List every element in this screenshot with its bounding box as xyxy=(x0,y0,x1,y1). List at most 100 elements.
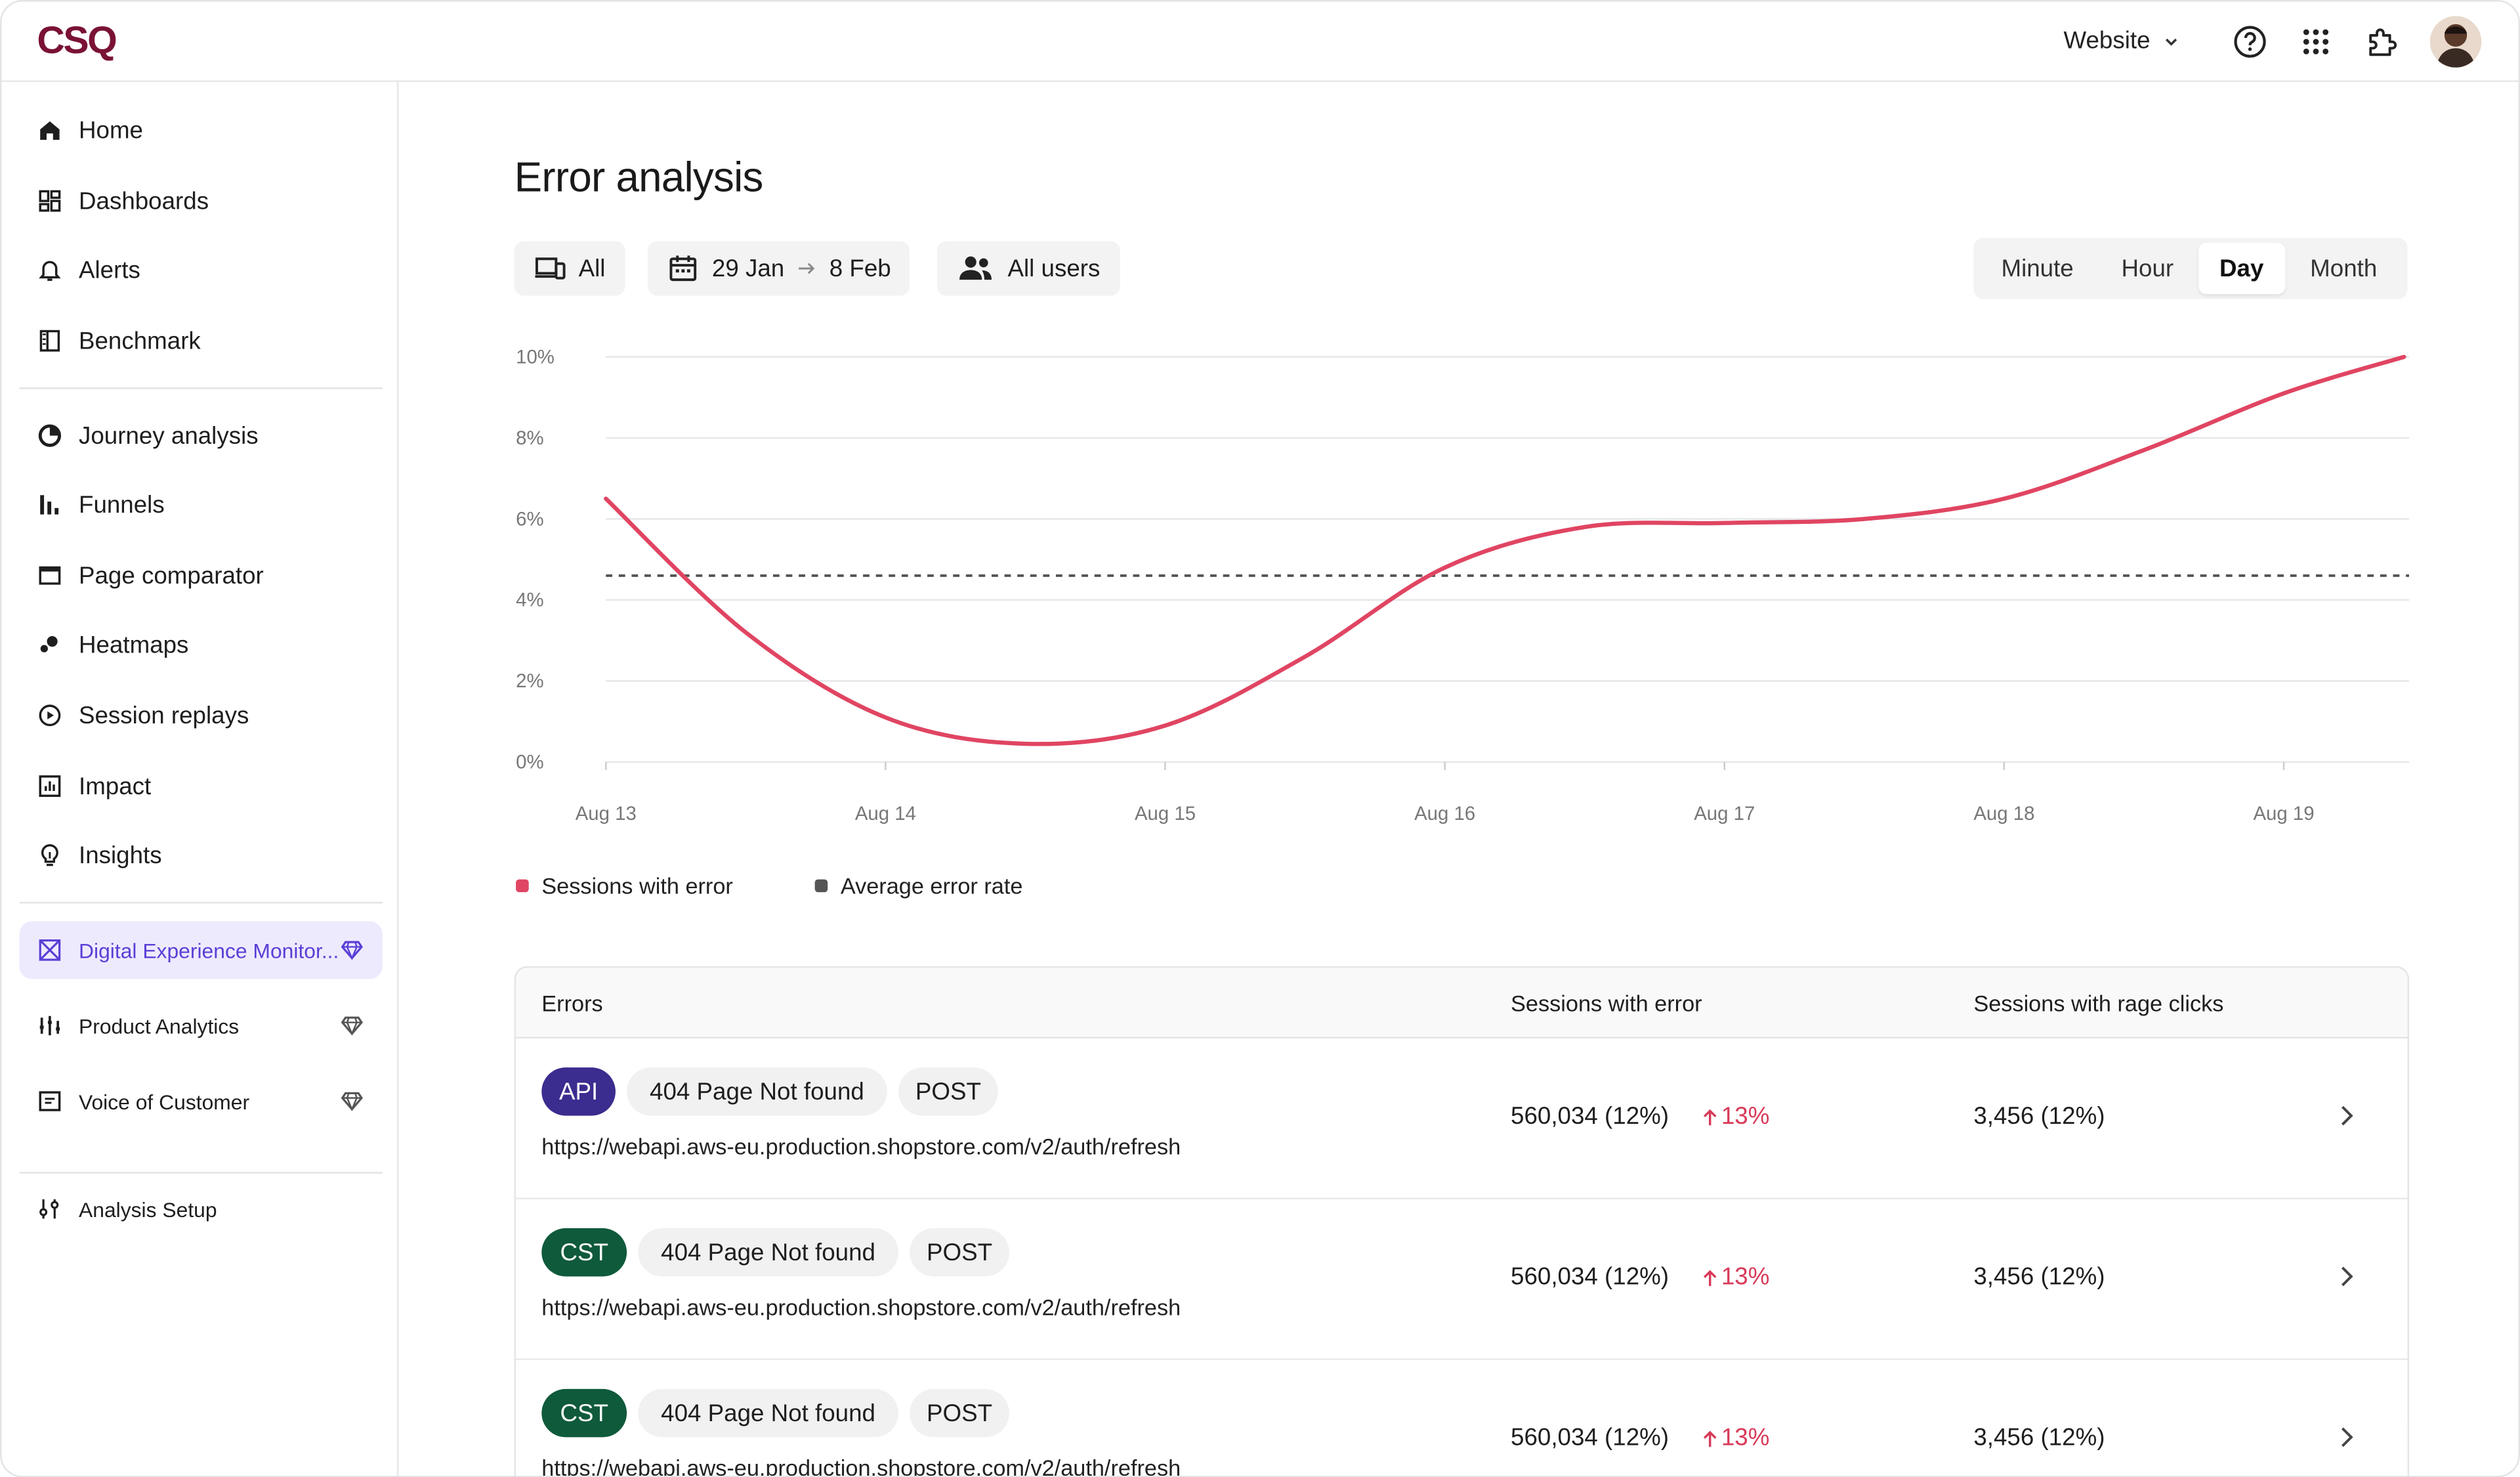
impact-icon xyxy=(39,775,61,797)
chevron-right-icon[interactable] xyxy=(2332,1423,2361,1451)
legend-swatch xyxy=(516,879,529,893)
users-filter[interactable]: All users xyxy=(936,241,1120,296)
sidebar-item-label: Home xyxy=(79,116,143,144)
sidebar-item-funnels[interactable]: Funnels xyxy=(19,476,382,534)
granularity-toggle: Minute Hour Day Month xyxy=(1973,238,2408,299)
table-header: Errors Sessions with error Sessions with… xyxy=(516,968,2408,1039)
x-tick-label: Aug 16 xyxy=(1414,803,1475,824)
calendar-icon xyxy=(669,255,697,282)
sidebar-divider xyxy=(19,387,383,389)
page-title: Error analysis xyxy=(514,152,764,202)
change-value: 13% xyxy=(1721,1103,1770,1130)
sidebar-item-label: Impact xyxy=(79,772,152,800)
sidebar-item-label: Benchmark xyxy=(79,327,201,355)
users-icon xyxy=(959,256,992,280)
sidebar-item-label: Dashboards xyxy=(79,187,209,215)
sidebar-item-label: Alerts xyxy=(79,256,140,284)
apps-grid-icon[interactable] xyxy=(2298,24,2334,60)
granularity-minute[interactable]: Minute xyxy=(2001,255,2074,282)
sidebar-item-analysis-setup[interactable]: Analysis Setup xyxy=(19,1180,382,1238)
table-row[interactable]: CST 404 Page Not found POST https://weba… xyxy=(516,1360,2407,1476)
page-icon xyxy=(39,566,61,585)
home-icon xyxy=(40,121,60,140)
voc-icon xyxy=(39,1091,61,1111)
legend-label: Sessions with error xyxy=(541,872,733,899)
workspace-label: Website xyxy=(2063,27,2151,55)
legend-average-error-rate[interactable]: Average error rate xyxy=(814,873,1022,899)
sessions-change: 13% xyxy=(1700,1103,1769,1130)
date-range-filter[interactable]: 29 Jan 8 Feb xyxy=(647,241,911,296)
funnel-icon xyxy=(40,495,59,515)
sidebar-item-impact[interactable]: Impact xyxy=(19,757,382,815)
sidebar-item-digital-experience-monitoring[interactable]: Digital Experience Monitor... xyxy=(19,921,383,979)
device-filter[interactable]: All xyxy=(514,241,625,296)
legend-sessions-with-error[interactable]: Sessions with error xyxy=(516,873,733,899)
granularity-day[interactable]: Day xyxy=(2198,242,2285,295)
errors-table: Errors Sessions with error Sessions with… xyxy=(514,966,2410,1476)
x-tick-label: Aug 13 xyxy=(576,803,637,824)
http-method-tag: POST xyxy=(898,1067,998,1116)
sessions-with-error-value: 560,034 (12%) xyxy=(1511,1263,1670,1291)
error-status-tag: 404 Page Not found xyxy=(638,1228,898,1277)
x-tick-label: Aug 18 xyxy=(1973,803,2034,824)
error-rate-chart: 0% 2% 4% 6% 8% 10% Aug 13 Aug 14 Aug 15 Aug 16 Aug… xyxy=(516,346,2410,824)
sidebar-item-benchmark[interactable]: Benchmark xyxy=(19,312,382,370)
y-tick-label: 10% xyxy=(516,346,555,368)
bulb-icon xyxy=(41,844,58,867)
avatar-image xyxy=(2429,16,2482,68)
granularity-hour[interactable]: Hour xyxy=(2121,255,2174,282)
top-bar: CSQ Website xyxy=(1,1,2519,82)
sidebar-divider xyxy=(19,1172,383,1174)
sidebar-item-insights[interactable]: Insights xyxy=(19,826,382,884)
granularity-month[interactable]: Month xyxy=(2310,255,2378,282)
y-tick-label: 6% xyxy=(516,508,543,530)
premium-gem-icon xyxy=(341,941,364,960)
header-errors[interactable]: Errors xyxy=(541,990,603,1016)
sidebar-item-alerts[interactable]: Alerts xyxy=(19,241,382,299)
benchmark-icon xyxy=(39,330,60,352)
chevron-down-icon xyxy=(2165,37,2177,45)
sessions-with-error-line xyxy=(604,354,2406,746)
http-method-tag: POST xyxy=(910,1228,1009,1277)
y-tick-label: 4% xyxy=(516,589,543,611)
app-logo[interactable]: CSQ xyxy=(37,19,117,63)
y-tick-label: 8% xyxy=(516,427,543,449)
table-row[interactable]: CST 404 Page Not found POST https://weba… xyxy=(516,1199,2408,1360)
dem-icon xyxy=(39,939,61,961)
main-content: Error analysis All 29 Jan 8 Feb All user… xyxy=(400,82,2519,1476)
bell-icon xyxy=(39,261,61,281)
sidebar-item-voice-of-customer[interactable]: Voice of Customer xyxy=(19,1072,382,1130)
premium-gem-icon xyxy=(341,1016,364,1036)
table-row[interactable]: API 404 Page Not found POST https://weba… xyxy=(516,1038,2408,1199)
arrow-up-icon xyxy=(1703,1108,1717,1125)
error-status-tag: 404 Page Not found xyxy=(638,1388,898,1438)
chevron-right-icon[interactable] xyxy=(2332,1102,2361,1130)
sidebar-item-session-replays[interactable]: Session replays xyxy=(19,687,382,744)
sidebar-item-dashboards[interactable]: Dashboards xyxy=(19,172,382,230)
error-url: https://webapi.aws-eu.production.shopsto… xyxy=(541,1294,1181,1320)
puzzle-icon[interactable] xyxy=(2364,24,2399,60)
sidebar-item-journey-analysis[interactable]: Journey analysis xyxy=(19,407,382,465)
sidebar-item-label: Heatmaps xyxy=(79,631,189,658)
heatmap-icon xyxy=(40,636,58,653)
sessions-change: 13% xyxy=(1700,1264,1769,1291)
arrow-up-icon xyxy=(1703,1269,1717,1285)
sidebar-item-label: Session replays xyxy=(79,701,249,729)
help-icon[interactable] xyxy=(2233,24,2268,60)
sidebar-item-product-analytics[interactable]: Product Analytics xyxy=(19,996,382,1054)
user-avatar[interactable] xyxy=(2429,16,2482,68)
header-sessions-with-rage-clicks[interactable]: Sessions with rage clicks xyxy=(1973,990,2224,1016)
date-to: 8 Feb xyxy=(829,255,891,282)
change-value: 13% xyxy=(1721,1424,1770,1452)
sidebar-item-label: Product Analytics xyxy=(79,1014,240,1038)
rage-clicks-value: 3,456 (12%) xyxy=(1973,1103,2105,1130)
header-sessions-with-error[interactable]: Sessions with error xyxy=(1511,990,1702,1016)
workspace-selector[interactable]: Website xyxy=(2063,27,2179,55)
sidebar-item-heatmaps[interactable]: Heatmaps xyxy=(19,616,382,674)
sidebar-item-label: Journey analysis xyxy=(79,421,259,450)
error-type-badge: CST xyxy=(541,1388,627,1438)
sidebar-item-home[interactable]: Home xyxy=(19,101,382,159)
chevron-right-icon[interactable] xyxy=(2332,1262,2361,1291)
sidebar-item-page-comparator[interactable]: Page comparator xyxy=(19,547,382,605)
y-tick-label: 0% xyxy=(516,752,543,773)
